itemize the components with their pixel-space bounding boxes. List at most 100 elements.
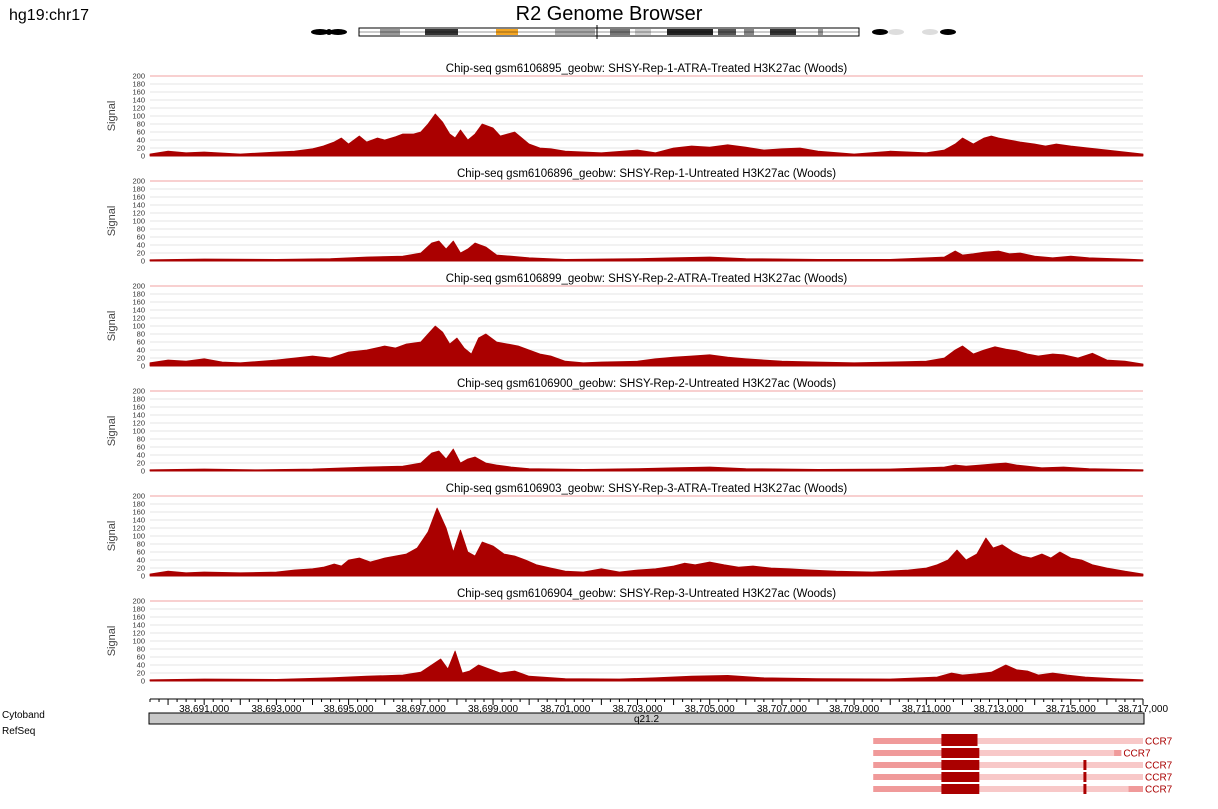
axis-tick-label: 38,707,000 [757, 704, 807, 715]
gene-model[interactable]: CCR7 [873, 748, 1151, 760]
signal-area [149, 113, 1144, 157]
y-tick-label: 100 [132, 427, 145, 436]
y-tick-label: 160 [132, 403, 145, 412]
y-tick-label: 120 [132, 209, 145, 218]
y-tick-label: 80 [137, 120, 145, 129]
y-tick-label: 60 [137, 548, 145, 557]
gene-utr [873, 774, 945, 780]
y-tick-label: 60 [137, 443, 145, 452]
y-tick-label: 40 [137, 241, 145, 250]
y-axis-label: Signal [106, 206, 118, 237]
gene-utr [873, 762, 945, 768]
y-tick-label: 60 [137, 233, 145, 242]
y-tick-label: 40 [137, 661, 145, 670]
page-title: R2 Genome Browser [515, 3, 703, 25]
axis-tick-label: 38,715,000 [1046, 704, 1096, 715]
y-tick-label: 60 [137, 128, 145, 137]
signal-area [149, 507, 1144, 577]
axis-tick-label: 38,709,000 [829, 704, 879, 715]
gene-model[interactable]: CCR7 [873, 734, 1173, 748]
signal-area [149, 325, 1144, 367]
y-tick-label: 100 [132, 637, 145, 646]
axis-tick-label: 38,703,000 [612, 704, 662, 715]
cytoband-band-label: q21.2 [634, 714, 659, 725]
y-tick-label: 160 [132, 193, 145, 202]
y-tick-label: 180 [132, 605, 145, 614]
y-tick-label: 140 [132, 96, 145, 105]
track-title: Chip-seq gsm6106899_geobw: SHSY-Rep-2-AT… [446, 273, 848, 285]
gene-model[interactable]: CCR7 [873, 760, 1173, 772]
y-tick-label: 140 [132, 201, 145, 210]
gene-utr [873, 786, 945, 792]
gene-body [873, 786, 1143, 792]
gene-body [873, 762, 1143, 768]
y-tick-label: 0 [141, 677, 145, 686]
axis-tick-label: 38,697,000 [396, 704, 446, 715]
gene-label: CCR7 [1145, 761, 1173, 772]
y-tick-label: 180 [132, 80, 145, 89]
gene-label: CCR7 [1145, 737, 1173, 748]
y-tick-label: 120 [132, 419, 145, 428]
y-tick-label: 80 [137, 540, 145, 549]
y-tick-label: 20 [137, 564, 145, 573]
y-tick-label: 0 [141, 467, 145, 476]
gene-model[interactable]: CCR7 [873, 772, 1173, 784]
y-tick-label: 200 [132, 72, 145, 81]
y-tick-label: 100 [132, 532, 145, 541]
gene-exon [1083, 772, 1087, 782]
chromosome-ideogram[interactable] [300, 24, 960, 44]
gene-cds [941, 734, 978, 746]
gene-body [873, 738, 1143, 744]
y-axis-label: Signal [106, 311, 118, 342]
y-tick-label: 120 [132, 104, 145, 113]
y-axis-label: Signal [106, 626, 118, 657]
y-tick-label: 120 [132, 314, 145, 323]
y-tick-label: 180 [132, 290, 145, 299]
track-title: Chip-seq gsm6106896_geobw: SHSY-Rep-1-Un… [457, 168, 836, 180]
y-tick-label: 20 [137, 249, 145, 258]
y-tick-label: 100 [132, 112, 145, 121]
signal-area [149, 240, 1144, 262]
gene-label: CCR7 [1123, 749, 1151, 760]
gene-cds [941, 760, 980, 770]
y-tick-label: 20 [137, 354, 145, 363]
axis-tick-label: 38,717,000 [1118, 704, 1168, 715]
y-tick-label: 80 [137, 645, 145, 654]
cytoband-track: q21.2 [148, 712, 1145, 725]
y-tick-label: 40 [137, 451, 145, 460]
chromosome-17-bands[interactable] [358, 25, 860, 39]
axis-tick-label: 38,699,000 [468, 704, 518, 715]
gene-label: CCR7 [1145, 773, 1173, 784]
y-tick-label: 0 [141, 257, 145, 266]
y-tick-label: 40 [137, 136, 145, 145]
axis-tick-label: 38,695,000 [324, 704, 374, 715]
signal-area [149, 448, 1144, 472]
y-tick-label: 140 [132, 411, 145, 420]
y-tick-label: 60 [137, 338, 145, 347]
y-tick-label: 200 [132, 597, 145, 606]
y-tick-label: 180 [132, 500, 145, 509]
gene-model[interactable]: CCR7 [873, 784, 1173, 796]
y-tick-label: 140 [132, 306, 145, 315]
y-tick-label: 140 [132, 516, 145, 525]
track-title: Chip-seq gsm6106904_geobw: SHSY-Rep-3-Un… [457, 588, 836, 600]
chromosome-right-icon [872, 29, 956, 35]
y-tick-label: 140 [132, 621, 145, 630]
y-tick-label: 200 [132, 282, 145, 291]
y-tick-label: 20 [137, 459, 145, 468]
refseq-label: RefSeq [2, 726, 36, 737]
axis-tick-label: 38,701,000 [540, 704, 590, 715]
gene-cds [941, 748, 980, 758]
y-tick-label: 80 [137, 225, 145, 234]
y-tick-label: 60 [137, 653, 145, 662]
y-tick-label: 40 [137, 346, 145, 355]
axis-tick-label: 38,713,000 [974, 704, 1024, 715]
gene-utr [873, 750, 945, 756]
